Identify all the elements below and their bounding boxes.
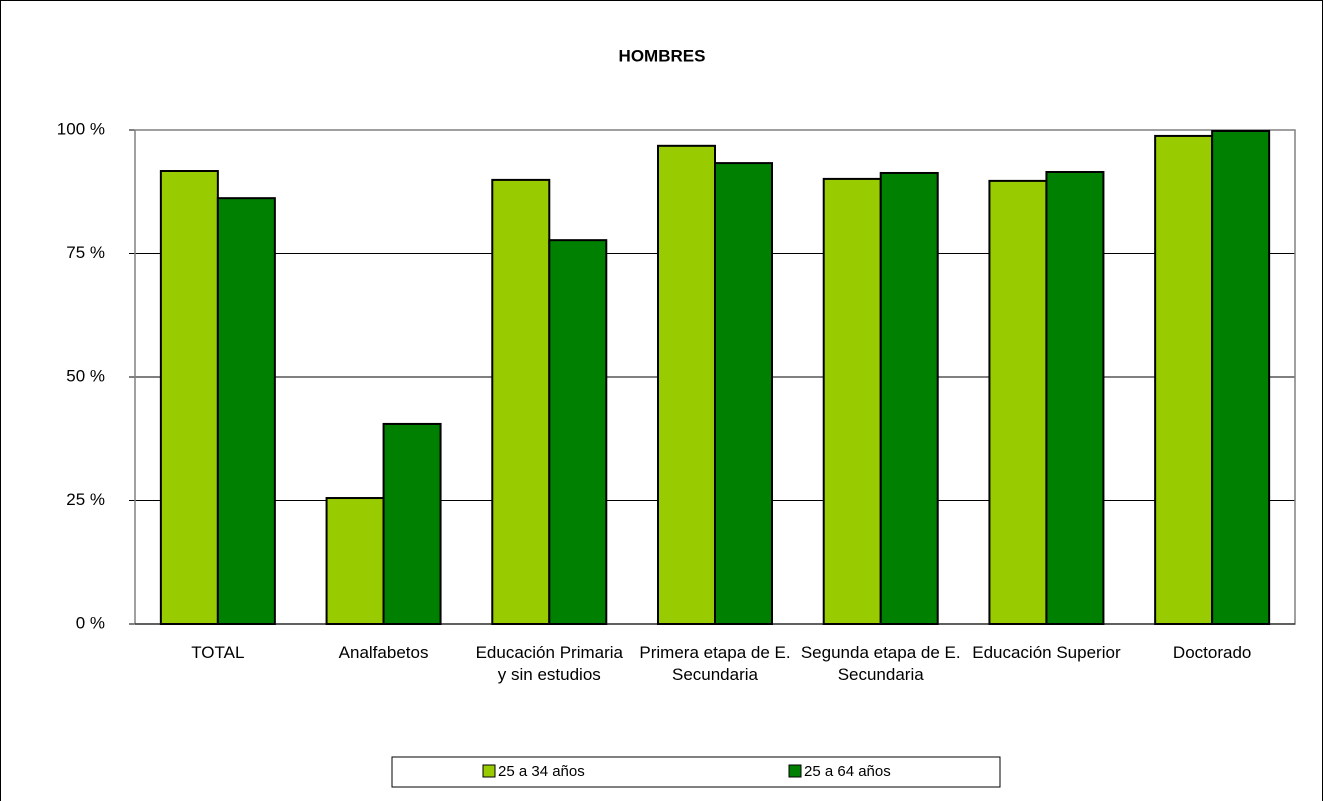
x-tick-label: Educación Primaria y sin estudios [475, 643, 623, 684]
bar [159, 170, 219, 625]
x-tick-label: Segunda etapa de E. Secundaria [800, 643, 961, 684]
bar [714, 162, 773, 626]
x-tick-label: Educación Superior [972, 643, 1121, 662]
legend-swatch [788, 764, 802, 778]
x-tick-label: TOTAL [191, 643, 245, 662]
bar [988, 179, 1048, 626]
bar [1154, 134, 1214, 625]
bar [382, 422, 442, 625]
x-tick-label: Analfabetos [338, 643, 429, 662]
x-tick-label: Primera etapa de E. Secundaria [639, 643, 791, 684]
bar [548, 239, 608, 626]
bar [657, 144, 716, 625]
legend-swatch [482, 764, 496, 778]
chart-title: HOMBRES [619, 46, 706, 65]
legend-label: 25 a 34 años [498, 763, 585, 780]
bar [325, 497, 385, 625]
bar [822, 177, 882, 625]
bar [491, 178, 551, 625]
bar [216, 197, 276, 625]
y-tick-label: 100 % [57, 119, 105, 138]
y-tick-label: 25 % [66, 490, 105, 509]
bar [1211, 129, 1271, 625]
x-tick-label: Doctorado [1172, 643, 1252, 662]
y-tick-label: 75 % [66, 243, 105, 262]
legend-label: 25 a 64 años [804, 763, 891, 780]
bar [1045, 170, 1105, 626]
bar [879, 171, 939, 625]
y-tick-label: 0 % [76, 613, 105, 632]
y-tick-label: 50 % [66, 366, 105, 385]
